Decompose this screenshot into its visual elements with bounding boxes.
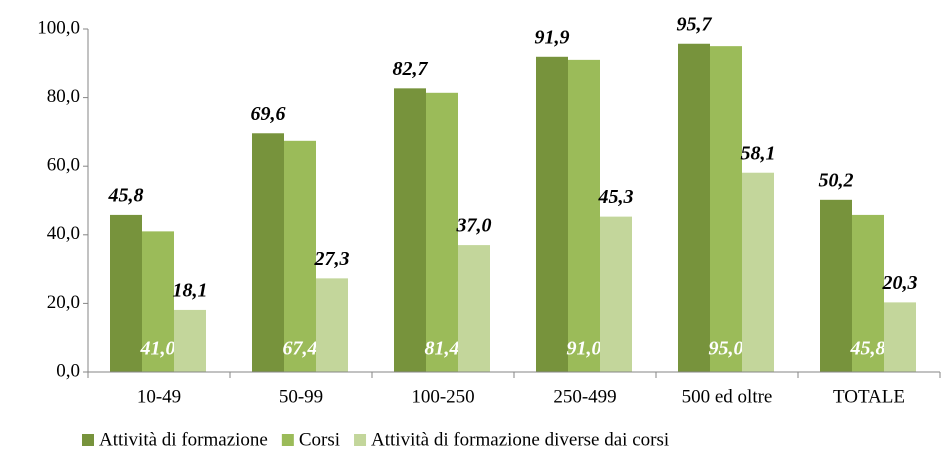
bar [394,88,426,373]
data-label: 18,1 [173,280,208,302]
y-tick-label: 60,0 [47,155,80,176]
legend-swatch [354,434,367,446]
y-tick-label: 100,0 [37,17,80,38]
data-label: 37,0 [456,215,492,237]
bar [142,231,174,372]
x-tick-label: 500 ed oltre [682,386,773,407]
x-tick-label: TOTALE [833,386,905,407]
y-tick-label: 0,0 [56,360,80,381]
data-label: 58,1 [741,142,776,164]
bar [600,216,632,372]
data-label: 41,0 [140,338,176,360]
data-label: 50,2 [819,169,854,191]
bar [710,46,742,373]
bar [316,278,348,372]
y-tick-label: 40,0 [47,223,80,244]
x-tick-label: 250-499 [553,386,616,407]
legend-label: Corsi [299,429,340,450]
x-tick-label: 50-99 [279,386,323,407]
legend-swatch [281,434,294,446]
legend-label: Attività di formazione diverse dai corsi [371,429,669,450]
data-label: 67,4 [283,338,318,360]
bar [174,309,206,372]
data-label: 45,3 [598,186,634,208]
data-label: 82,7 [393,58,429,80]
y-tick-label: 20,0 [47,292,80,313]
legend-label: Attività di formazione [99,429,268,450]
bar [742,172,774,372]
data-label: 27,3 [314,248,350,270]
bar [536,56,568,373]
bar [678,43,710,373]
data-label: 91,9 [535,26,570,48]
data-label: 91,0 [567,338,602,360]
data-label: 95,0 [709,338,744,360]
data-label: 95,7 [677,13,713,35]
y-tick-label: 80,0 [47,86,80,107]
bar [110,214,142,372]
bar [284,140,316,372]
data-label: 45,8 [108,184,144,206]
data-label: 81,4 [425,338,460,360]
bar [426,92,458,372]
data-label: 20,3 [882,272,918,294]
bar [852,214,884,372]
legend-swatch [82,434,94,446]
data-label: 69,6 [251,103,286,125]
bar [820,199,852,372]
bar [458,245,490,372]
bar [568,59,600,373]
x-tick-label: 100-250 [411,386,474,407]
data-label: 45,8 [850,338,886,360]
x-tick-label: 10-49 [137,386,181,407]
bar [252,133,284,372]
bar [884,302,916,372]
